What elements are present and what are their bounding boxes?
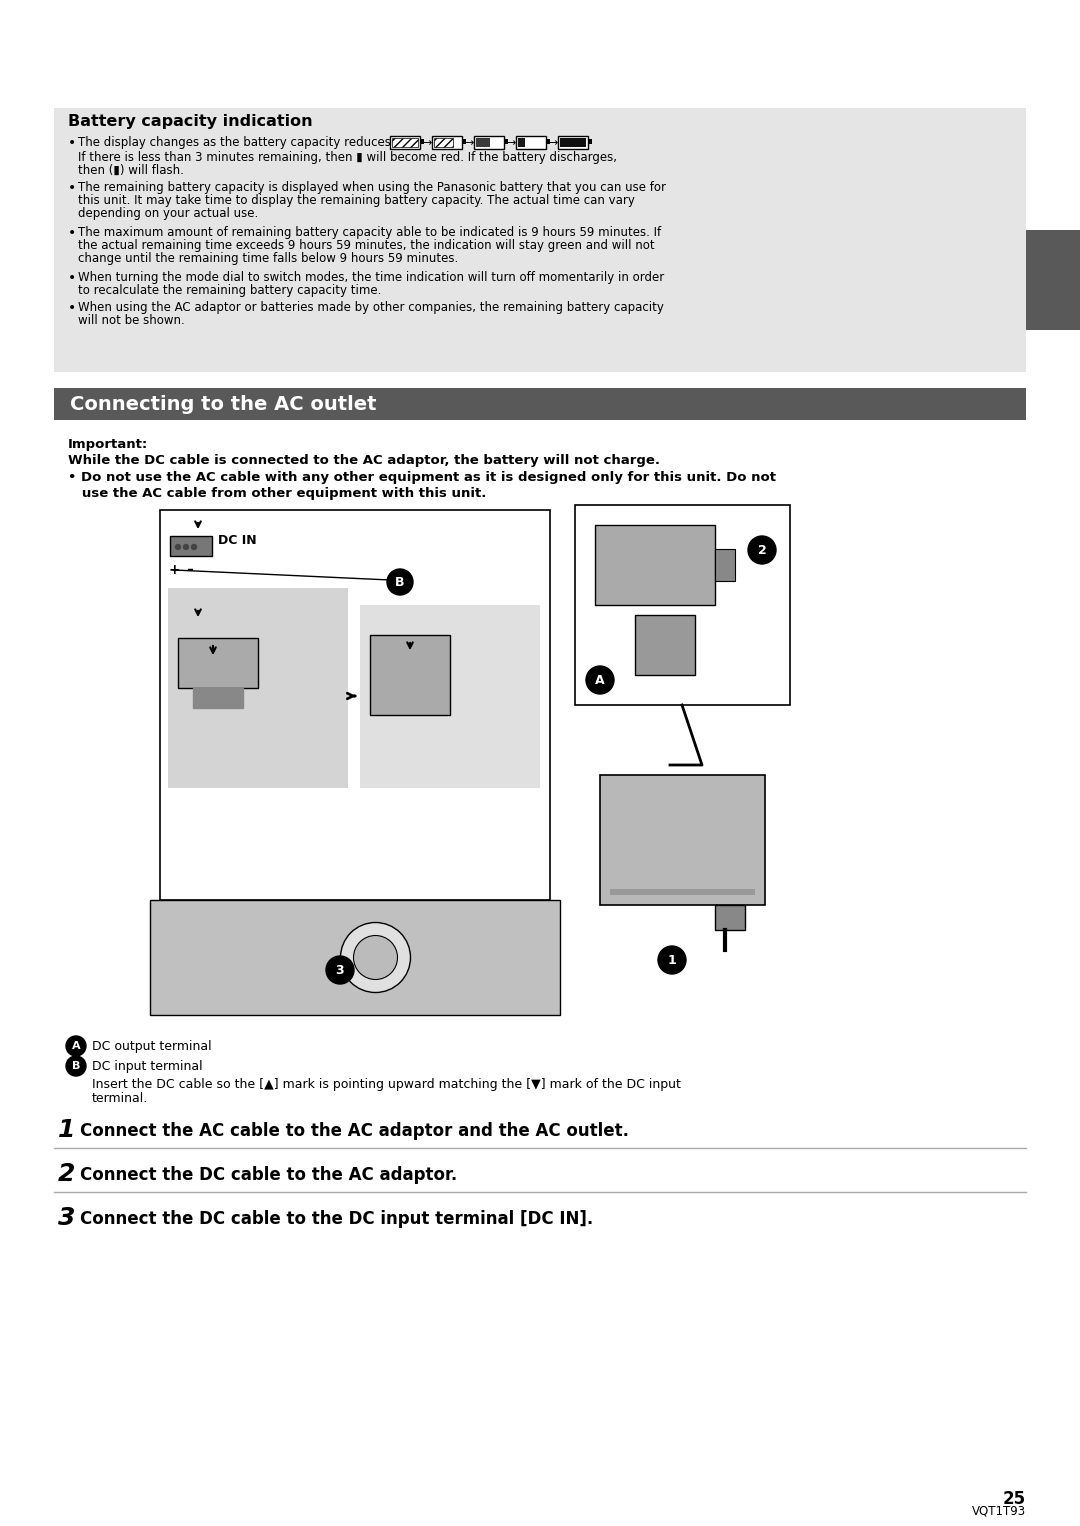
Text: 3: 3 — [336, 963, 345, 977]
Bar — [474, 136, 504, 150]
Text: The remaining battery capacity is displayed when using the Panasonic battery tha: The remaining battery capacity is displa… — [78, 182, 666, 194]
Bar — [635, 615, 696, 674]
Text: +: + — [168, 563, 179, 577]
Bar — [392, 137, 418, 146]
Text: Insert the DC cable so the [▲] mark is pointing upward matching the [▼] mark of : Insert the DC cable so the [▲] mark is p… — [92, 1077, 680, 1091]
Text: use the AC cable from other equipment with this unit.: use the AC cable from other equipment wi… — [68, 487, 486, 501]
Text: 1: 1 — [667, 954, 676, 966]
Text: • Do not use the AC cable with any other equipment as it is designed only for th: • Do not use the AC cable with any other… — [68, 472, 777, 484]
Text: 25: 25 — [1003, 1489, 1026, 1508]
Circle shape — [66, 1036, 86, 1056]
Bar — [54, 388, 1026, 420]
Text: Important:: Important: — [68, 438, 148, 452]
Bar — [518, 137, 525, 146]
Text: Connecting to the AC outlet: Connecting to the AC outlet — [70, 395, 377, 414]
Text: will not be shown.: will not be shown. — [78, 314, 185, 327]
Bar — [600, 775, 765, 905]
Text: Connect the DC cable to the AC adaptor.: Connect the DC cable to the AC adaptor. — [80, 1166, 457, 1184]
Bar — [178, 638, 258, 688]
Polygon shape — [193, 688, 243, 708]
Circle shape — [184, 545, 189, 549]
Text: →: → — [548, 137, 557, 148]
Bar — [390, 136, 420, 150]
Bar — [504, 139, 508, 143]
Text: →: → — [464, 137, 473, 148]
Circle shape — [353, 935, 397, 980]
Text: •: • — [68, 272, 77, 285]
Bar — [360, 604, 540, 787]
Text: While the DC cable is connected to the AC adaptor, the battery will not charge.: While the DC cable is connected to the A… — [68, 455, 660, 467]
Text: The display changes as the battery capacity reduces.: The display changes as the battery capac… — [78, 136, 399, 150]
Bar — [546, 139, 550, 143]
Text: to recalculate the remaining battery capacity time.: to recalculate the remaining battery cap… — [78, 284, 381, 298]
Bar — [170, 536, 212, 555]
Text: →: → — [422, 137, 431, 148]
Bar — [462, 139, 465, 143]
Text: change until the remaining time falls below 9 hours 59 minutes.: change until the remaining time falls be… — [78, 252, 458, 266]
Bar — [595, 525, 715, 604]
Text: A: A — [595, 673, 605, 687]
Text: •: • — [68, 226, 77, 240]
Bar — [715, 549, 735, 581]
Text: When turning the mode dial to switch modes, the time indication will turn off mo: When turning the mode dial to switch mod… — [78, 272, 664, 284]
Circle shape — [66, 1056, 86, 1076]
Circle shape — [175, 545, 180, 549]
Circle shape — [340, 923, 410, 992]
Text: If there is less than 3 minutes remaining, then ▮ will become red. If the batter: If there is less than 3 minutes remainin… — [78, 151, 617, 163]
Text: 2: 2 — [758, 543, 767, 557]
Text: B: B — [395, 575, 405, 589]
Text: DC IN: DC IN — [218, 534, 257, 546]
Text: B: B — [71, 1061, 80, 1071]
Text: •: • — [68, 182, 77, 195]
Circle shape — [326, 955, 354, 984]
Text: Connect the DC cable to the DC input terminal [DC IN].: Connect the DC cable to the DC input ter… — [80, 1210, 593, 1228]
Text: the actual remaining time exceeds 9 hours 59 minutes, the indication will stay g: the actual remaining time exceeds 9 hour… — [78, 240, 654, 252]
Bar — [150, 900, 561, 1015]
Text: •: • — [68, 136, 77, 150]
Bar — [168, 588, 348, 787]
Text: this unit. It may take time to display the remaining battery capacity. The actua: this unit. It may take time to display t… — [78, 194, 635, 208]
Text: DC input terminal: DC input terminal — [92, 1061, 203, 1073]
Bar — [54, 108, 1026, 372]
Circle shape — [658, 946, 686, 974]
Bar — [561, 137, 586, 146]
Bar — [476, 137, 490, 146]
Text: 1: 1 — [58, 1119, 76, 1141]
Text: VQT1T93: VQT1T93 — [972, 1505, 1026, 1517]
Circle shape — [191, 545, 197, 549]
Circle shape — [748, 536, 777, 565]
Text: •: • — [68, 301, 77, 314]
Bar — [610, 890, 755, 896]
Text: →: → — [507, 137, 515, 148]
Text: 3: 3 — [58, 1206, 76, 1230]
Bar — [575, 505, 789, 705]
Text: When using the AC adaptor or batteries made by other companies, the remaining ba: When using the AC adaptor or batteries m… — [78, 301, 664, 314]
Bar — [588, 139, 592, 143]
Bar — [432, 136, 462, 150]
Bar — [370, 635, 450, 716]
Bar — [434, 137, 453, 146]
Text: The maximum amount of remaining battery capacity able to be indicated is 9 hours: The maximum amount of remaining battery … — [78, 226, 661, 240]
Text: Battery capacity indication: Battery capacity indication — [68, 114, 312, 130]
Circle shape — [387, 569, 413, 595]
Circle shape — [586, 665, 615, 694]
Text: depending on your actual use.: depending on your actual use. — [78, 208, 258, 220]
Text: Connect the AC cable to the AC adaptor and the AC outlet.: Connect the AC cable to the AC adaptor a… — [80, 1122, 629, 1140]
Text: A: A — [71, 1041, 80, 1051]
Text: -: - — [187, 562, 193, 578]
Text: DC output terminal: DC output terminal — [92, 1041, 212, 1053]
Text: terminal.: terminal. — [92, 1093, 148, 1105]
Bar — [715, 905, 745, 929]
Bar — [1026, 230, 1080, 330]
Text: then (▮) will flash.: then (▮) will flash. — [78, 163, 184, 177]
Bar — [516, 136, 546, 150]
Text: 2: 2 — [58, 1161, 76, 1186]
Bar — [558, 136, 588, 150]
Bar — [420, 139, 424, 143]
Bar — [160, 510, 550, 900]
